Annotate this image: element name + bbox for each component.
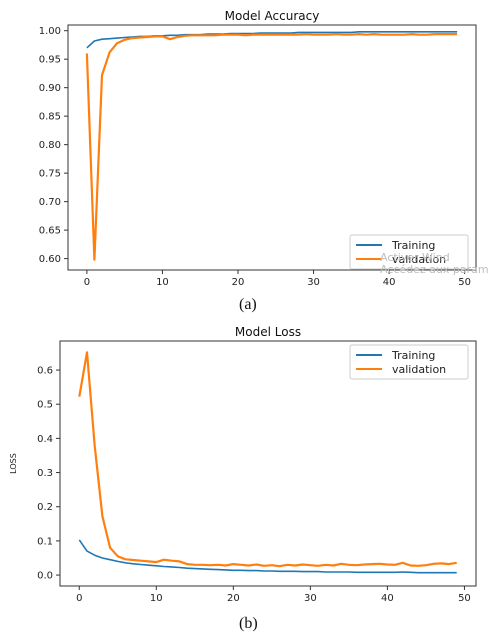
caption-b: (b) — [239, 615, 258, 632]
legend-box — [349, 344, 469, 380]
x-tick-label: 40 — [383, 277, 396, 288]
chart-title: Model Accuracy — [225, 9, 320, 23]
x-tick-label: 0 — [76, 593, 82, 604]
watermark-line-1: Activer Wind — [380, 251, 450, 264]
x-tick-label: 40 — [381, 593, 394, 604]
chart-accuracy: Model Accuracy 0 10 20 30 40 50 0.60 0.65 0.70 0.7… — [39, 9, 477, 288]
series-line-training — [78, 539, 457, 574]
x-tick-label: 30 — [304, 593, 317, 604]
series-line-validation — [78, 351, 457, 568]
y-tick-label: 0.70 — [39, 197, 61, 208]
watermark-line-2: Accédez aux param — [380, 263, 489, 276]
y-tick-label: 0.65 — [39, 226, 61, 237]
x-tick-label: 20 — [232, 277, 245, 288]
y-tick-label: 0.3 — [37, 468, 53, 479]
y-tick-label: 0.2 — [37, 502, 53, 513]
series-line-validation — [85, 32, 458, 261]
caption-a: (a) — [239, 296, 257, 313]
y-tick-label: 0.4 — [37, 434, 53, 445]
y-tick-label: 0.1 — [37, 536, 53, 547]
x-tick-label: 30 — [307, 277, 320, 288]
x-tick-label: 0 — [84, 277, 90, 288]
y-tick-label: 0.6 — [37, 366, 53, 377]
x-tick-label: 50 — [458, 593, 471, 604]
legend-label: Training — [391, 349, 435, 362]
y-tick-label: 0.95 — [39, 55, 61, 66]
x-tick-label: 10 — [150, 593, 163, 604]
plot-frame — [67, 24, 477, 271]
x-tick-label: 20 — [227, 593, 240, 604]
legend-box — [349, 234, 469, 270]
y-tick-label: 0.60 — [39, 254, 61, 265]
y-tick-label: 0.0 — [37, 571, 53, 582]
legend-label: Training — [391, 239, 435, 252]
y-tick-label: 0.90 — [39, 83, 61, 94]
y-tick-label: 1.00 — [39, 26, 61, 37]
y-tick-label: 0.80 — [39, 140, 61, 151]
chart-loss: Model Loss 0 10 20 30 40 50 0.0 0.1 0.2 0.3 0.4 0.5 0… — [9, 325, 477, 604]
plot-frame — [59, 340, 477, 587]
y-axis-label: LOSS — [9, 453, 18, 474]
y-tick-label: 0.5 — [37, 400, 53, 411]
legend-label: validation — [392, 253, 446, 266]
x-tick-label: 50 — [458, 277, 471, 288]
legend-label: validation — [392, 363, 446, 376]
y-tick-label: 0.75 — [39, 169, 61, 180]
x-tick-label: 10 — [156, 277, 169, 288]
y-tick-label: 0.85 — [39, 112, 61, 123]
chart-title: Model Loss — [235, 325, 301, 339]
watermark: Activer Wind Accédez aux param — [380, 252, 489, 276]
